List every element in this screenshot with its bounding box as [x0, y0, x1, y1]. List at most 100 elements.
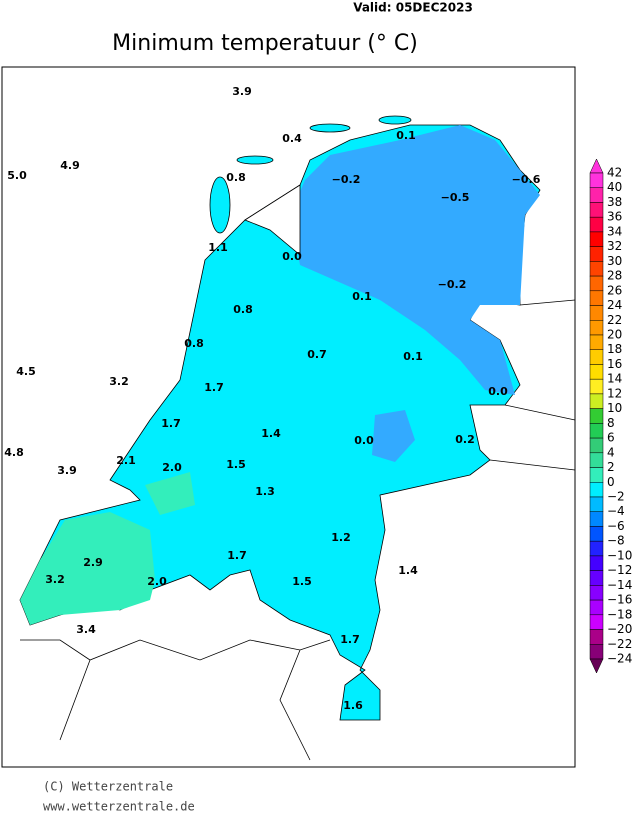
station-value: 1.2 [331, 531, 351, 544]
colorbar-box [589, 423, 604, 439]
colorbar-label: 36 [607, 210, 622, 224]
station-value: 3.2 [45, 573, 65, 586]
station-value: 0.2 [455, 433, 475, 446]
colorbar-label: 14 [607, 372, 622, 386]
station-value: 1.5 [292, 575, 312, 588]
colorbar-box [589, 305, 604, 321]
station-value: −0.2 [438, 278, 467, 291]
station-value: 1.7 [161, 417, 181, 430]
colorbar-label: 0 [607, 475, 615, 489]
colorbar-label: 6 [607, 431, 615, 445]
border [20, 299, 576, 761]
colorbar-label: −24 [607, 652, 632, 666]
colorbar-box [589, 408, 604, 424]
colorbar-label: −20 [607, 622, 632, 636]
colorbar-label: 30 [607, 254, 622, 268]
cold-area [290, 125, 540, 395]
colorbar-label: 12 [607, 386, 622, 400]
colorbar-box [589, 393, 604, 409]
colorbar-top [589, 158, 604, 174]
colorbar-box [589, 555, 604, 571]
colorbar-label: −2 [607, 490, 625, 504]
station-labels: 3.9 0.4 0.1 4.9 5.0 0.8 −0.2 −0.5 −0.6 1.1 0.0 −0.2… [4, 85, 540, 712]
station-value: 0.8 [184, 337, 204, 350]
colorbar-box [589, 187, 604, 203]
colorbar-box [589, 202, 604, 218]
copyright: (C) Wetterzentrale [43, 780, 173, 794]
station-value: 1.4 [398, 564, 418, 577]
station-value: 1.1 [208, 241, 228, 254]
station-value: 0.4 [282, 132, 302, 145]
station-value: 0.0 [282, 250, 302, 263]
station-value: 0.1 [403, 350, 423, 363]
colorbar-box [589, 614, 604, 630]
colorbar-label: −18 [607, 607, 632, 621]
station-value: 0.7 [307, 348, 327, 361]
colorbar-label: 2 [607, 460, 615, 474]
station-value: 1.7 [204, 381, 224, 394]
station-value: 1.3 [255, 485, 275, 498]
valid-date: Valid: 05DEC2023 [353, 1, 473, 15]
colorbar-label: 38 [607, 195, 622, 209]
colorbar-box [589, 334, 604, 350]
colorbar-box [589, 526, 604, 542]
station-value: 4.8 [4, 446, 24, 459]
colorbar-box [589, 216, 604, 233]
station-value: −0.2 [332, 173, 361, 186]
map-shapes [19, 115, 576, 761]
colorbar-label: 16 [607, 357, 622, 371]
island [209, 176, 231, 234]
station-value: 0.8 [233, 303, 253, 316]
colorbar-label: −12 [607, 563, 632, 577]
colorbar-label: 22 [607, 313, 622, 327]
station-value: 4.9 [60, 159, 80, 172]
colorbar-box [589, 452, 604, 468]
colorbar-label: 18 [607, 342, 622, 356]
colorbar-box [589, 290, 604, 306]
colorbar-box [589, 585, 604, 601]
station-value: 1.6 [343, 699, 363, 712]
mild-patch [145, 472, 195, 515]
colorbar-label: −4 [607, 504, 625, 518]
mild-area [20, 512, 155, 625]
colorbar-label: −16 [607, 593, 632, 607]
colorbar-box [589, 349, 604, 365]
colorbar-label: 26 [607, 283, 622, 297]
station-value: 3.9 [57, 464, 77, 477]
station-value: 0.1 [352, 290, 372, 303]
station-value: 2.0 [162, 461, 182, 474]
ijsselmeer [244, 184, 301, 256]
station-value: 0.1 [396, 129, 416, 142]
colorbar-label: 20 [607, 328, 622, 342]
colorbar-label: 42 [607, 166, 622, 180]
station-value: 2.9 [83, 556, 103, 569]
station-value: −0.5 [441, 191, 470, 204]
station-value: 1.4 [261, 427, 281, 440]
colorbar-label: 8 [607, 416, 615, 430]
colorbar-box [589, 231, 604, 247]
island [378, 115, 412, 125]
station-value: 0.8 [226, 171, 246, 184]
colorbar-label: 28 [607, 269, 622, 283]
colorbar-box [589, 482, 604, 498]
colorbar-box [589, 437, 604, 454]
colorbar-box [589, 496, 604, 512]
colorbar-label: −14 [607, 578, 632, 592]
colorbar-label: −10 [607, 548, 632, 562]
colorbar-box [589, 629, 604, 645]
colorbar-box [589, 644, 604, 660]
colorbar-box [589, 467, 604, 483]
colorbar-box [589, 599, 604, 616]
station-value: 0.0 [354, 434, 374, 447]
colorbar-label: 4 [607, 445, 615, 459]
station-value: 3.2 [109, 375, 129, 388]
station-value: 2.0 [147, 575, 167, 588]
island [236, 155, 274, 165]
island [309, 123, 351, 133]
website: www.wetterzentrale.de [43, 800, 195, 813]
colorbar-label: −8 [607, 534, 625, 548]
colorbar-label: 32 [607, 239, 622, 253]
colorbar-box [589, 320, 604, 336]
station-value: 0.0 [488, 385, 508, 398]
